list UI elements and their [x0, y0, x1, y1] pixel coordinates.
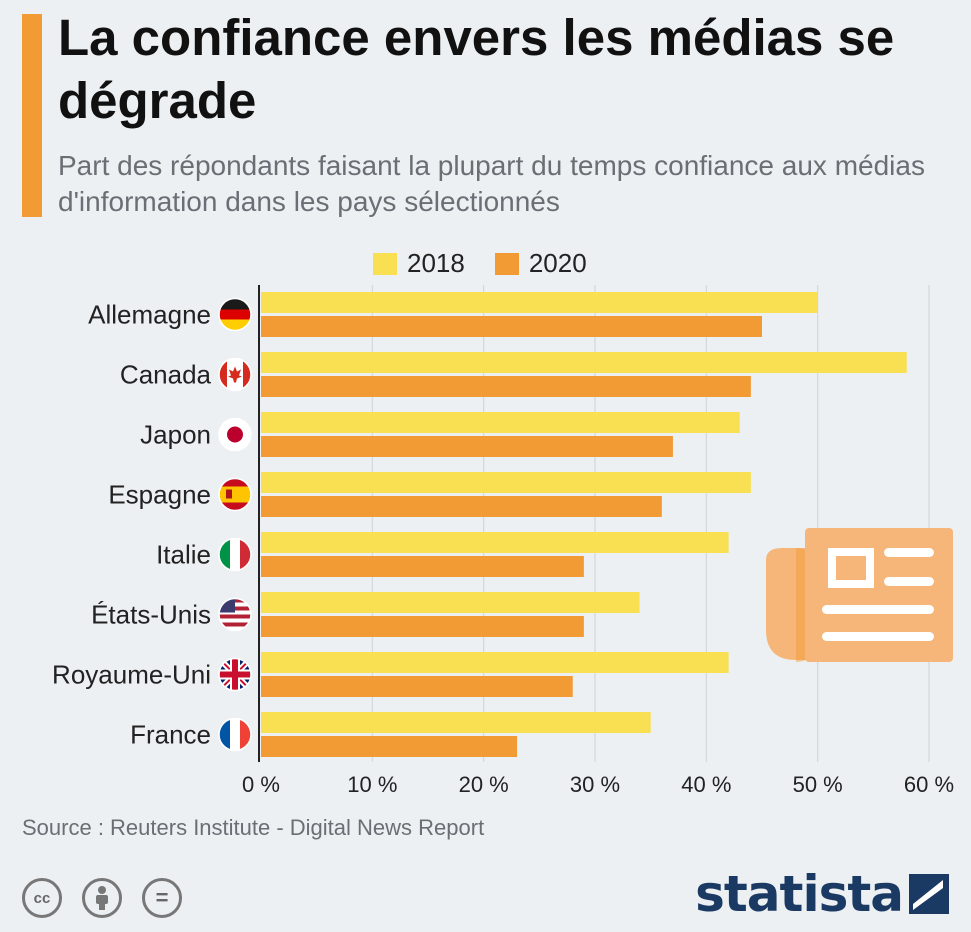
legend-item-2020: 2020 [494, 248, 587, 279]
labels-layer: Allemagne Canada Japon Espagne Italie États-U… [52, 300, 211, 750]
chart-subtitle: Part des répondants faisant la plupart d… [58, 150, 925, 217]
bar-2020 [261, 676, 573, 697]
bar-2018 [261, 472, 751, 493]
no-derivatives-icon: = [142, 878, 182, 918]
bar-2020 [261, 436, 673, 457]
category-label: Espagne [108, 480, 211, 510]
bar-2020 [261, 616, 584, 637]
uk-flag-icon [218, 657, 252, 692]
category-label: Italie [156, 540, 211, 570]
bar-2020 [261, 496, 662, 517]
x-tick-label: 40 % [681, 772, 731, 797]
brand-name: statista [695, 865, 904, 923]
bar-2018 [261, 712, 651, 733]
bar-2020 [261, 556, 584, 577]
usa-flag-icon [218, 597, 252, 632]
x-tick-label: 30 % [570, 772, 620, 797]
bars-layer [261, 292, 907, 757]
bar-2020 [261, 376, 751, 397]
legend-item-2018: 2018 [373, 248, 465, 279]
newspaper-icon [766, 528, 953, 662]
spain-flag-icon [218, 477, 252, 512]
france-flag-icon [218, 717, 252, 752]
legend: 2018 2020 [373, 248, 617, 279]
bar-2018 [261, 292, 818, 313]
category-label: Japon [140, 420, 211, 450]
category-label: États-Unis [91, 600, 211, 630]
attribution-icon [82, 878, 122, 918]
category-label: Allemagne [88, 300, 211, 330]
legend-label-2018: 2018 [407, 248, 465, 278]
x-tick-layer: 0 % 10 % 20 % 30 % 40 % 50 % 60 % [242, 772, 954, 797]
category-label: Canada [120, 360, 212, 390]
statista-logo-icon [909, 874, 949, 914]
bar-2020 [261, 316, 762, 337]
cc-icon: cc [22, 878, 62, 918]
x-tick-label: 20 % [459, 772, 509, 797]
x-tick-label: 0 % [242, 772, 280, 797]
canada-flag-icon [218, 357, 252, 392]
germany-flag-icon [218, 297, 252, 332]
flags-layer [218, 297, 252, 752]
japan-flag-icon [218, 417, 252, 452]
category-label: France [130, 720, 211, 750]
bar-2018 [261, 412, 740, 433]
statista-logo: statista [695, 864, 949, 924]
bar-2018 [261, 652, 729, 673]
x-tick-label: 60 % [904, 772, 954, 797]
bar-2018 [261, 352, 907, 373]
bar-2018 [261, 532, 729, 553]
bar-2018 [261, 592, 640, 613]
x-tick-label: 10 % [347, 772, 397, 797]
chart-title: La confiance envers les médias se dégrad… [58, 9, 895, 129]
title-accent-bar [22, 14, 42, 217]
italy-flag-icon [218, 537, 252, 572]
x-tick-label: 50 % [793, 772, 843, 797]
category-label: Royaume-Uni [52, 660, 211, 690]
legend-swatch-2020 [494, 252, 519, 275]
legend-label-2020: 2020 [528, 248, 587, 278]
source-note: Source : Reuters Institute - Digital New… [22, 815, 485, 840]
legend-swatch-2018 [373, 252, 397, 275]
bar-2020 [261, 736, 518, 757]
